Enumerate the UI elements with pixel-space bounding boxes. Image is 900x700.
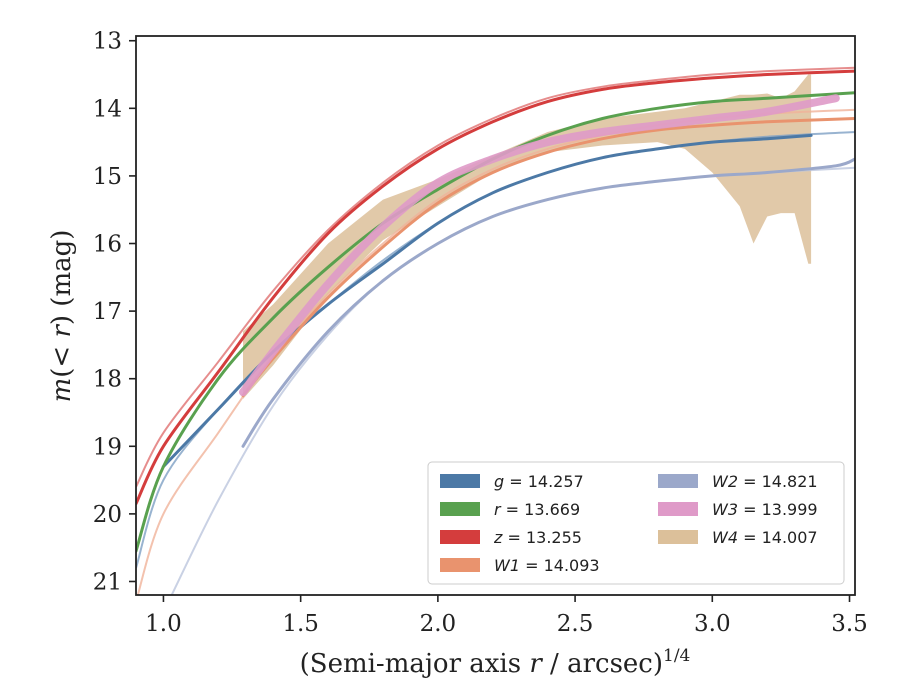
y-axis: 13 14 15 16 17 18 19 20 21 xyxy=(93,29,136,595)
y-tick-label: 20 xyxy=(93,502,122,528)
x-axis: 1.0 1.5 2.0 2.5 3.0 3.5 xyxy=(145,595,868,637)
legend-label-w3: W3 = 13.999 xyxy=(712,500,818,519)
plot-frame xyxy=(135,35,856,596)
x-axis-label: (Semi-major axis r / arcsec)1/4 xyxy=(300,646,691,679)
x-tick-label: 2.0 xyxy=(420,611,457,637)
series-line-w3 xyxy=(239,94,840,397)
x-tick-label: 1.5 xyxy=(282,611,319,637)
legend: g = 14.257 r = 13.669 z = 13.255 W1 = 14.09… xyxy=(427,461,845,585)
y-tick-label: 21 xyxy=(93,569,122,595)
model-curve-z xyxy=(136,66,855,488)
x-tick-label: 3.5 xyxy=(831,611,868,637)
legend-label-r: r = 13.669 xyxy=(494,500,580,519)
y-axis-label: m(< r) (mag) xyxy=(47,230,77,403)
legend-label-w2: W2 = 14.821 xyxy=(712,472,818,491)
y-tick-label: 18 xyxy=(93,367,122,393)
series-line-z xyxy=(136,69,855,506)
legend-swatch-w1 xyxy=(440,558,480,572)
legend-label-w4: W4 = 14.007 xyxy=(712,528,818,547)
x-tick-label: 1.0 xyxy=(145,611,182,637)
legend-label-w1: W1 = 14.093 xyxy=(494,556,600,575)
series-line-r xyxy=(136,91,855,553)
y-tick-label: 13 xyxy=(93,29,122,55)
legend-swatch-w4 xyxy=(658,530,698,544)
series-line-w1 xyxy=(241,117,855,398)
x-tick-label: 3.0 xyxy=(694,611,731,637)
y-tick-label: 19 xyxy=(93,434,122,460)
legend-swatch-r xyxy=(440,502,480,516)
x-tick-label: 2.5 xyxy=(557,611,594,637)
legend-swatch-z xyxy=(440,530,480,544)
y-tick-label: 17 xyxy=(93,299,122,325)
legend-swatch-w2 xyxy=(658,474,698,488)
y-tick-label: 15 xyxy=(93,164,122,190)
legend-frame xyxy=(427,461,845,585)
legend-label-g: g = 14.257 xyxy=(494,472,584,491)
data-layer xyxy=(136,66,855,595)
y-tick-label: 14 xyxy=(93,96,122,122)
series-line-w2 xyxy=(241,157,855,448)
series-band-w4 xyxy=(243,74,812,399)
legend-swatch-w3 xyxy=(658,502,698,516)
legend-label-z: z = 13.255 xyxy=(493,528,582,547)
legend-swatch-g xyxy=(440,474,480,488)
y-tick-label: 16 xyxy=(93,232,122,258)
